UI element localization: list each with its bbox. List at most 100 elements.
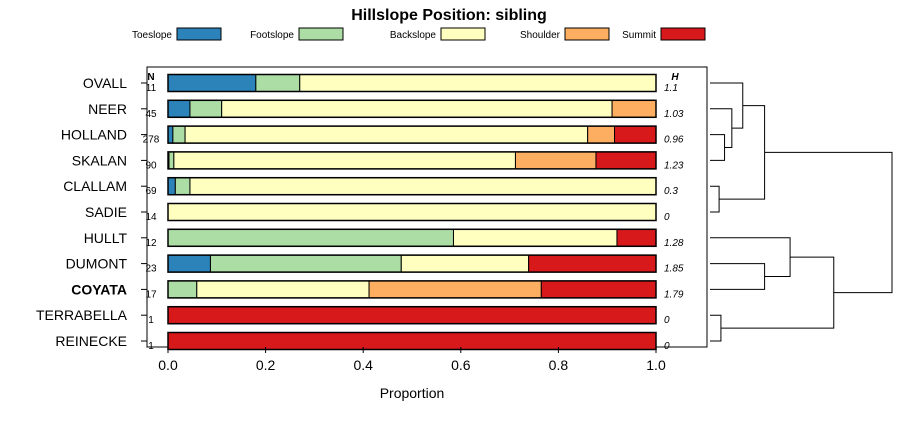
legend-swatch-footslope	[298, 27, 344, 41]
bar-outline	[167, 254, 657, 273]
bar-segment-backslope	[196, 280, 370, 299]
x-axis-label: Proportion	[380, 385, 445, 401]
row-skalan: SKALAN 90 1.23	[72, 151, 684, 171]
category-label: COYATA	[71, 281, 127, 297]
x-tick-label: 0.6	[451, 357, 471, 373]
dendrogram-branch	[710, 134, 726, 161]
row-ovall: OVALL 11 1.1	[83, 73, 678, 94]
dendrogram-branch	[710, 263, 766, 290]
bar-segment-footslope	[167, 280, 198, 299]
dendrogram-branch	[720, 256, 835, 329]
x-tick-label: 0.0	[158, 357, 178, 373]
n-value: 12	[145, 238, 157, 249]
h-value: 0.96	[664, 135, 684, 146]
h-value: 0	[664, 212, 670, 223]
bar-segment-summit	[167, 306, 657, 325]
chart-title: Hillslope Position: sibling	[351, 7, 547, 24]
dendrogram-branch	[710, 185, 720, 213]
bar-segment-backslope	[221, 99, 613, 118]
bar-outline	[167, 331, 657, 351]
dendrogram-branch	[710, 82, 744, 129]
category-label: SKALAN	[72, 152, 127, 168]
x-tick-label: 0.4	[353, 357, 373, 373]
category-label: OVALL	[83, 75, 127, 91]
legend-label-summit: Summit	[622, 30, 656, 41]
bar-segment-summit	[595, 151, 657, 170]
h-value: 1.23	[664, 160, 684, 171]
category-label: HOLLAND	[61, 127, 127, 143]
h-value: 0	[664, 315, 670, 326]
h-value: 1.85	[664, 264, 684, 275]
x-tick-label: 1.0	[646, 357, 666, 373]
bar-segment-footslope	[172, 125, 186, 144]
bar-outline	[167, 228, 657, 248]
row-holland: HOLLAND 278 0.96	[61, 125, 684, 146]
dendrogram-branch	[764, 151, 893, 294]
dendrogram	[710, 82, 893, 342]
bar-segment-summit	[616, 228, 657, 247]
category-label: TERRABELLA	[36, 307, 128, 323]
n-value: 23	[145, 264, 157, 275]
bar-outline	[167, 280, 657, 299]
bar-segment-toeslope	[167, 99, 191, 118]
n-value: 11	[146, 83, 157, 94]
category-label: CLALLAM	[63, 178, 127, 194]
dendrogram-branch	[710, 108, 733, 148]
category-label: REINECKE	[55, 333, 127, 349]
bar-segment-shoulder	[587, 125, 616, 144]
bar-outline	[167, 99, 657, 119]
bar-segment-backslope	[173, 151, 516, 170]
n-value: 14	[145, 212, 157, 223]
row-coyata: COYATA 17 1.79	[71, 280, 684, 300]
h-value: 0	[664, 341, 670, 352]
dendrogram-branch	[719, 105, 766, 200]
bar-segment-backslope	[299, 74, 657, 92]
legend: Toeslope Footslope Backslope Shoulder Summit	[132, 27, 706, 41]
legend-swatch-summit	[660, 27, 706, 41]
bar-outline	[167, 202, 657, 222]
bar-segment-footslope	[168, 151, 175, 170]
bar-segment-toeslope	[167, 177, 176, 196]
h-value: 1.28	[664, 238, 684, 249]
bar-segment-toeslope	[167, 74, 257, 92]
bar-segment-backslope	[189, 177, 657, 196]
x-tick-label: 0.2	[256, 357, 276, 373]
bar-outline	[167, 73, 657, 93]
h-value: 0.3	[664, 186, 678, 197]
bar-segment-shoulder	[368, 280, 542, 299]
n-column-header: N	[147, 72, 154, 83]
dendrogram-branch	[710, 314, 722, 342]
legend-label-shoulder: Shoulder	[520, 30, 561, 41]
n-value: 45	[145, 109, 157, 120]
bar-outline	[167, 151, 657, 170]
bar-outline	[167, 176, 657, 196]
dendrogram-branch	[710, 237, 791, 277]
bar-segment-footslope	[255, 74, 301, 92]
row-neer: NEER 45 1.03	[88, 99, 684, 120]
h-value: 1.79	[664, 289, 684, 300]
n-value: 278	[143, 135, 160, 146]
n-value: 1	[148, 341, 154, 352]
bar-segment-footslope	[189, 99, 223, 118]
bar-segment-footslope	[174, 177, 191, 196]
row-sadie: SADIE 14 0	[85, 202, 670, 223]
legend-swatch-shoulder	[564, 27, 610, 41]
bar-outline	[167, 305, 657, 325]
bar-segment-summit	[167, 332, 657, 350]
bar-segment-backslope	[452, 228, 618, 247]
n-value: 69	[145, 186, 157, 197]
legend-swatch-toeslope	[176, 27, 222, 41]
row-terrabella: TERRABELLA 1 0	[36, 305, 670, 326]
bar-outline	[167, 125, 657, 144]
bar-segment-toeslope	[167, 254, 211, 273]
n-value: 90	[145, 160, 157, 171]
category-label: NEER	[88, 101, 127, 117]
bar-segment-backslope	[400, 254, 530, 273]
x-axis: 0.0 0.2 0.4 0.6 0.8 1.0	[158, 347, 666, 373]
row-reinecke: REINECKE 1 0	[55, 331, 670, 352]
h-column-header: H	[671, 72, 679, 83]
row-dumont: DUMONT 23 1.85	[66, 254, 684, 275]
category-label: SADIE	[85, 204, 127, 220]
